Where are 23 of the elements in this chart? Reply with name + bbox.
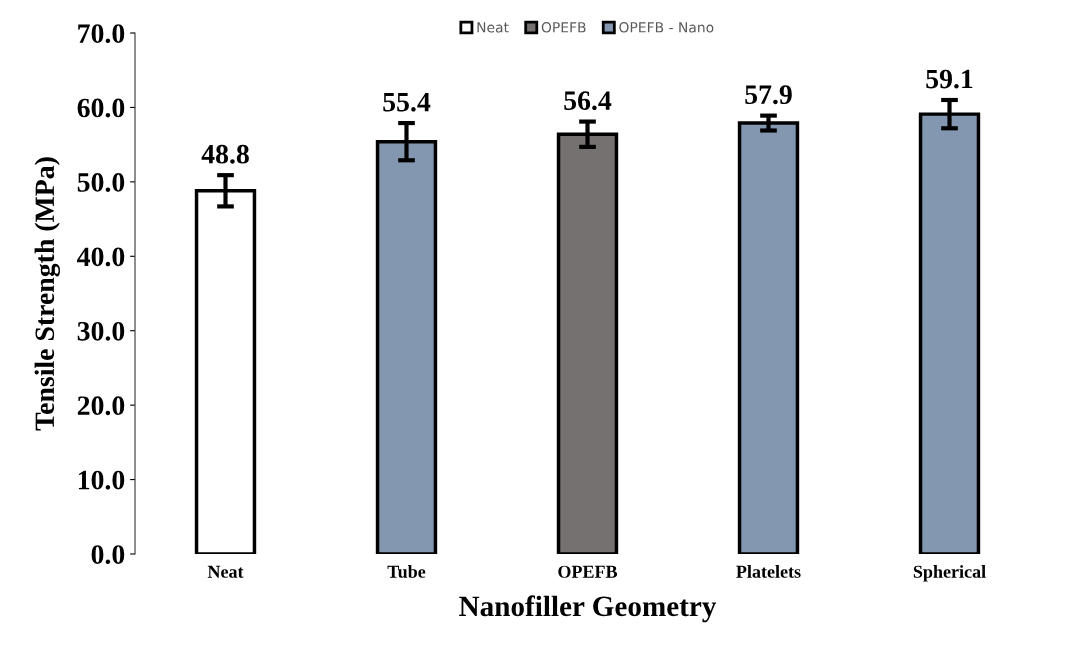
y-tick-label: 50.0	[77, 173, 125, 192]
legend-label: OPEFB - Nano	[619, 22, 714, 33]
y-tick-label: 0.0	[91, 545, 125, 565]
x-axis-title: Nanofiller Geometry	[459, 595, 717, 623]
data-label: 55.4	[383, 92, 431, 112]
data-label: 56.4	[564, 91, 612, 111]
y-tick-label: 10.0	[78, 470, 125, 490]
y-tick-label: 40.0	[77, 247, 125, 267]
data-label: 48.8	[201, 144, 249, 164]
x-tick-label: Neat	[207, 565, 244, 578]
x-tick-label: OPEFB	[558, 565, 618, 578]
y-tick-label: 30.0	[77, 321, 125, 341]
data-label: 59.1	[926, 69, 973, 89]
legend-label: Neat	[477, 22, 509, 33]
y-tick-label: 20.0	[77, 396, 125, 416]
legend-label: OPEFB	[541, 22, 586, 33]
y-tick-label: 70.0	[78, 24, 125, 44]
x-tick-label: Platelets	[736, 565, 801, 578]
y-tick-label: 60.0	[77, 98, 125, 118]
data-label: 57.9	[745, 85, 792, 105]
x-tick-label: Spherical	[913, 565, 986, 582]
y-axis-title: Tensile Strength (MPa)	[34, 157, 60, 431]
x-tick-label: Tube	[387, 565, 426, 578]
